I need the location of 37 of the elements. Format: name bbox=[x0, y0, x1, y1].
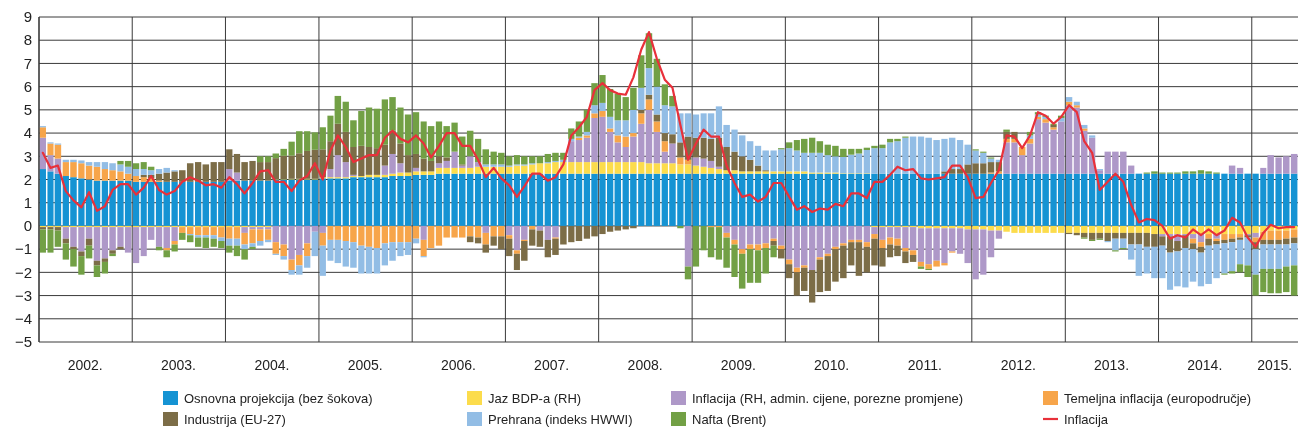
y-tick-label: 1 bbox=[23, 193, 32, 211]
y-tick-label: −2 bbox=[14, 263, 32, 281]
x-tick-label: 2008. bbox=[627, 357, 663, 373]
y-tick-label: 6 bbox=[23, 77, 32, 95]
legend-label: Industrija (EU-27) bbox=[184, 411, 286, 427]
x-tick-label: 2006. bbox=[440, 357, 476, 373]
x-tick-label: 2005. bbox=[347, 357, 383, 373]
x-tick-label: 2002. bbox=[67, 357, 103, 373]
x-tick-label: 2004. bbox=[254, 357, 290, 373]
legend-label: Jaz BDP-a (RH) bbox=[488, 390, 582, 406]
x-tick-label: 2003. bbox=[160, 357, 196, 373]
y-tick-label: −4 bbox=[14, 310, 32, 328]
y-tick-label: −5 bbox=[14, 333, 32, 351]
y-tick-label: 3 bbox=[23, 147, 32, 165]
y-tick-label: 9 bbox=[23, 8, 32, 26]
y-tick-label: 2 bbox=[23, 170, 32, 188]
y-tick-label: −1 bbox=[14, 240, 32, 258]
y-tick-label: 4 bbox=[23, 124, 32, 142]
y-tick-label: 7 bbox=[23, 54, 32, 72]
y-tick-label: −3 bbox=[14, 286, 32, 304]
x-tick-label: 2007. bbox=[534, 357, 570, 373]
legend-label: Inflacija bbox=[1064, 411, 1109, 427]
y-tick-label: 0 bbox=[23, 217, 32, 235]
x-tick-label: 2009. bbox=[720, 357, 756, 373]
x-tick-label: 2012. bbox=[1000, 357, 1036, 373]
x-tick-label: 2014. bbox=[1187, 357, 1223, 373]
legend-label: Prehrana (indeks HWWI) bbox=[488, 411, 633, 427]
x-tick-label: 2011. bbox=[907, 357, 942, 373]
legend-label: Inflacija (RH, admin. cijene, porezne promjene) bbox=[692, 390, 963, 406]
legend-label: Nafta (Brent) bbox=[692, 411, 767, 427]
x-tick-label: 2015. bbox=[1257, 357, 1293, 373]
legend-label: Osnovna projekcija (bez šokova) bbox=[184, 390, 373, 406]
x-tick-label: 2013. bbox=[1094, 357, 1130, 373]
legend-label: Temeljna inflacija (europodručje) bbox=[1064, 390, 1252, 406]
x-tick-label: 2010. bbox=[814, 357, 850, 373]
y-tick-label: 5 bbox=[23, 101, 32, 119]
y-tick-label: 8 bbox=[23, 31, 32, 49]
